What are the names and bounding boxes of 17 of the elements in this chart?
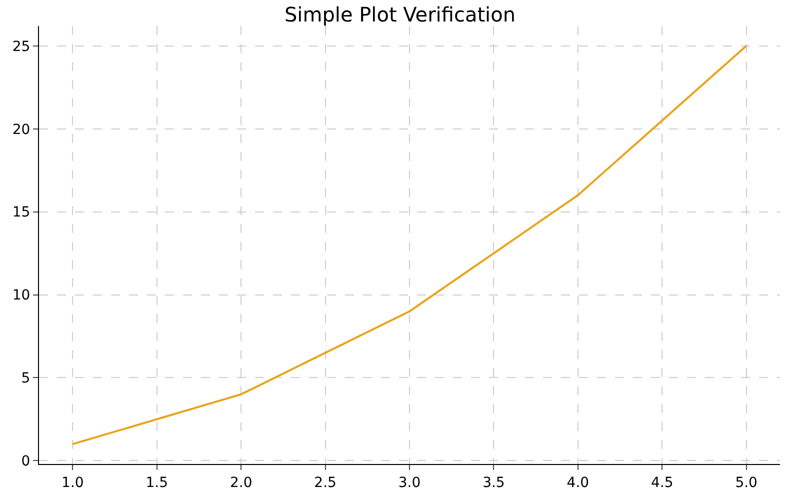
x-tick-label: 4.5 <box>650 474 674 491</box>
y-tick-label: 5 <box>21 370 30 387</box>
chart-title: Simple Plot Verification <box>284 2 516 27</box>
line-series <box>72 44 748 446</box>
x-tick-label: 4.0 <box>566 474 590 491</box>
x-tick-label: 1.0 <box>62 474 84 491</box>
x-tick-label: 2.0 <box>230 474 252 491</box>
x-tick-label: 2.5 <box>314 474 336 491</box>
y-tick-label: 10 <box>12 288 30 304</box>
x-tick-label: 5.0 <box>735 474 758 491</box>
y-tick-label: 20 <box>12 122 30 138</box>
y-tick-label: 15 <box>12 204 30 221</box>
x-tick-label: 3.0 <box>398 474 421 491</box>
x-tick-label: 3.5 <box>482 474 505 491</box>
y-tick-label: 0 <box>21 454 30 470</box>
y-tick-label: 25 <box>12 38 30 55</box>
x-tick-label: 1.5 <box>146 474 168 491</box>
